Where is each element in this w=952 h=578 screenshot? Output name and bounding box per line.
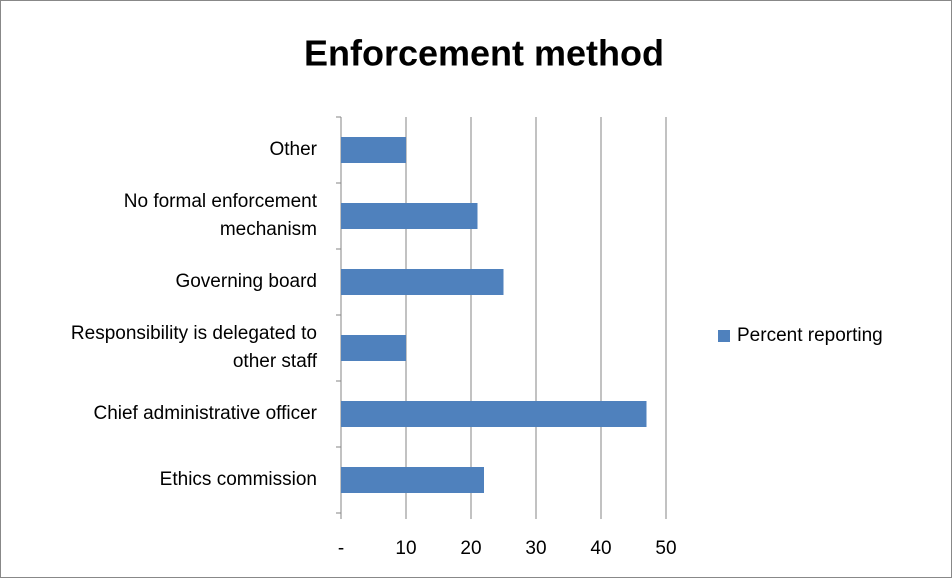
y-tick-label: Ethics commission	[159, 469, 317, 490]
legend-label: Percent reporting	[737, 325, 883, 346]
bar	[341, 401, 647, 427]
chart-title: Enforcement method	[304, 33, 664, 74]
x-tick-label: 50	[655, 538, 676, 559]
x-tick-label: 10	[395, 538, 416, 559]
y-tick-label: Other	[269, 139, 317, 160]
y-tick-label: Governing board	[175, 271, 317, 292]
x-tick-label: 40	[590, 538, 611, 559]
bar	[341, 335, 406, 361]
y-tick-label: No formal enforcement mechanism	[123, 191, 317, 240]
x-tick-label: 30	[525, 538, 546, 559]
bar	[341, 467, 484, 493]
y-tick-label: Chief administrative officer	[93, 403, 317, 424]
x-tick-label: 20	[460, 538, 481, 559]
y-tick-label: Responsibility is delegated to other sta…	[70, 323, 317, 372]
bar	[341, 203, 478, 229]
legend-swatch	[718, 330, 730, 342]
x-tick-label: -	[338, 538, 344, 559]
bar	[341, 137, 406, 163]
bar	[341, 269, 504, 295]
